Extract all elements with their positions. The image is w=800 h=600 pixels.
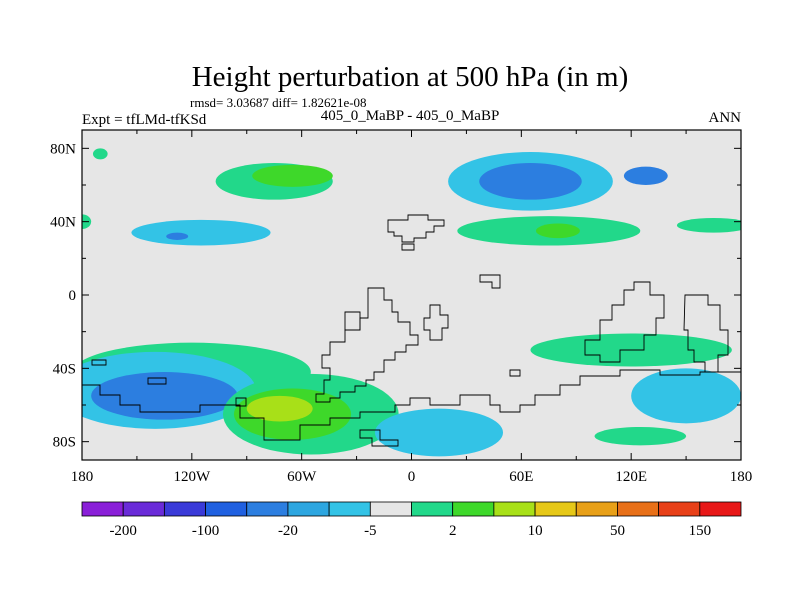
y-tick-label: 40N (50, 215, 76, 231)
continent-outlines (82, 214, 741, 447)
anomaly-region-2 (131, 219, 271, 246)
x-tick-label: 60E (509, 469, 533, 485)
colorbar-label: 150 (689, 523, 712, 539)
experiment-label: Expt = tfLMd-tfKSd (82, 112, 207, 128)
x-tick-label: 120E (615, 469, 647, 485)
colorbar-swatch-4 (246, 501, 289, 517)
colorbar-label: -200 (109, 523, 137, 539)
coastline-antarctic-shelf (359, 429, 399, 447)
y-tick-label: 80N (50, 141, 76, 157)
anomaly-region-17 (246, 395, 313, 422)
anomaly-region-8 (623, 166, 668, 185)
chart-title: Height perturbation at 500 hPa (in m) (192, 61, 629, 93)
colorbar-swatch-14 (658, 501, 701, 517)
colorbar-label: 2 (449, 523, 457, 539)
x-tick-label: 180 (730, 469, 753, 485)
colorbar-label: -20 (278, 523, 298, 539)
period-label: 405_0_MaBP - 405_0_MaBP (321, 108, 500, 124)
chart-subtitle: rmsd= 3.03687 diff= 1.82621e-08 (190, 95, 367, 110)
y-tick-label: 80S (53, 435, 76, 451)
anomaly-region-4 (92, 148, 108, 160)
anomaly-region-1 (252, 164, 333, 187)
anomaly-region-3 (166, 232, 189, 240)
coastline-small-islet-b (147, 377, 167, 385)
colorbar-swatch-5 (287, 501, 330, 517)
colorbar-swatch-3 (205, 501, 248, 517)
anomaly-region-10 (535, 223, 580, 239)
anomaly-region-21 (594, 427, 687, 446)
anomaly-region-11 (676, 218, 741, 233)
coastline-small-islet-c (235, 397, 247, 407)
coastline-north-fragment (479, 274, 501, 289)
axis-ticks: 180 120W 60W 0 60E 120E 180 80N 40N 0 40S 80S (50, 130, 752, 485)
colorbar-swatch-13 (617, 501, 660, 517)
coastline-lake (344, 311, 361, 331)
coastline-south-america (315, 287, 419, 403)
y-tick-label: 0 (69, 288, 77, 304)
coastline-small-islet-d (509, 369, 521, 377)
season-label: ANN (709, 110, 742, 126)
colorbar-label: 50 (610, 523, 625, 539)
colorbar-swatch-12 (575, 501, 618, 517)
anomaly-region-7 (479, 163, 582, 200)
anomaly-region-14 (91, 372, 238, 420)
colorbar-swatch-11 (534, 501, 577, 517)
colorbar-swatch-10 (493, 501, 536, 517)
colorbar-label: 10 (528, 523, 543, 539)
colorbar-swatch-15 (699, 501, 742, 517)
anomaly-region-18 (374, 408, 504, 457)
x-tick-label: 60W (287, 469, 317, 485)
colorbar-swatch-6 (328, 501, 371, 517)
coastline-small-islet-a (91, 359, 107, 366)
colorbar-swatch-1 (122, 501, 165, 517)
coastline-small-island (401, 243, 415, 251)
y-tick-label: 40S (53, 361, 76, 377)
colorbar-label: -5 (364, 523, 377, 539)
colorbar-swatch-7 (369, 501, 412, 517)
coastline-africa-east (584, 281, 665, 363)
colorbar-swatch-0 (81, 501, 124, 517)
anomaly-field-layer (82, 148, 741, 457)
colorbar: -200 -100 -20 -5 2 10 50 150 (81, 501, 742, 539)
coastline-central-fragment (423, 304, 449, 341)
x-tick-label: 0 (408, 469, 416, 485)
x-tick-label: 180 (71, 469, 94, 485)
colorbar-swatch-8 (411, 501, 454, 517)
anomaly-region-20 (631, 368, 741, 424)
x-tick-label: 120W (173, 469, 211, 485)
coastline-north-america (387, 214, 445, 243)
coastline-antarctica (82, 369, 741, 441)
colorbar-swatch-2 (163, 501, 206, 517)
colorbar-label: -100 (192, 523, 220, 539)
colorbar-swatch-9 (452, 501, 495, 517)
